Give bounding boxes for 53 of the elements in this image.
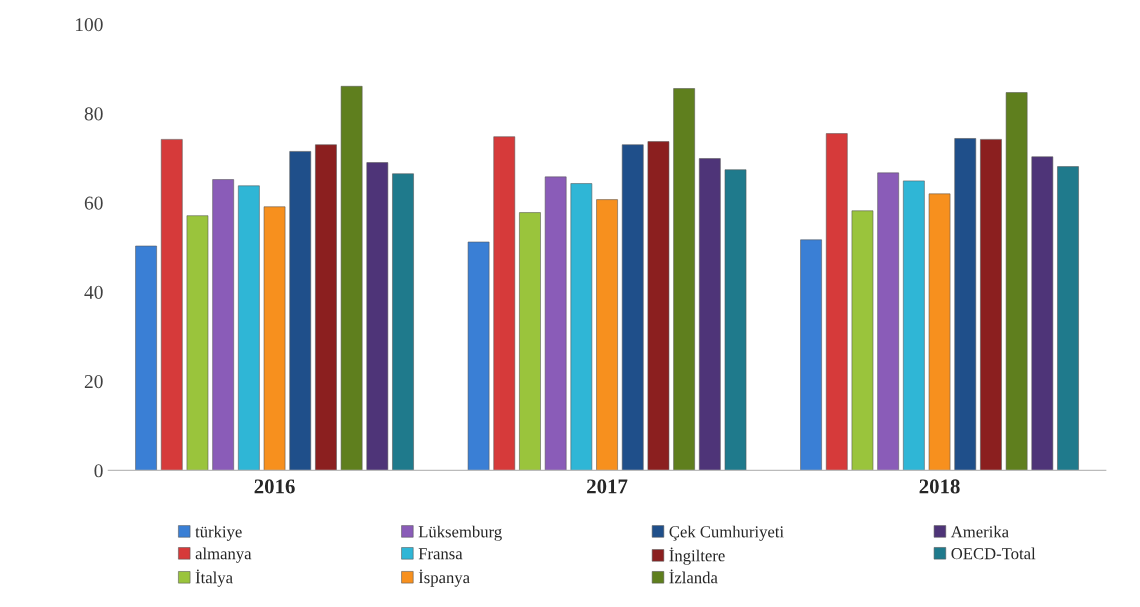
bar — [954, 138, 977, 471]
legend-label: İtalya — [195, 569, 233, 587]
bar — [315, 144, 337, 471]
bar — [289, 151, 312, 471]
bar — [366, 162, 389, 471]
bar — [1031, 156, 1054, 471]
bar — [673, 88, 695, 471]
bar — [519, 212, 541, 471]
bar — [724, 169, 747, 471]
bar — [928, 193, 951, 471]
bar — [467, 241, 490, 471]
bar — [544, 176, 567, 471]
bar — [340, 86, 363, 471]
legend-label: İngiltere — [669, 547, 725, 565]
legend-label: OECD-Total — [951, 547, 1036, 560]
bar — [851, 210, 874, 471]
y-tick-label: 80 — [84, 107, 103, 121]
bar — [647, 141, 670, 471]
legend-label: İspanya — [418, 569, 470, 587]
y-tick-label: 100 — [75, 18, 103, 32]
bar — [621, 144, 644, 471]
y-tick-label: 20 — [84, 375, 103, 389]
y-tick-label: 40 — [84, 285, 103, 299]
bar — [160, 139, 183, 471]
legend-label: türkiye — [195, 525, 242, 541]
legend-label: Amerika — [950, 525, 1009, 538]
legend-label: İzlanda — [669, 569, 718, 584]
y-tick-label: 60 — [84, 196, 103, 210]
legend-label: Lüksemburg — [418, 525, 502, 541]
bar — [877, 172, 899, 471]
bar — [825, 133, 848, 471]
bar — [596, 199, 618, 471]
bar — [263, 206, 286, 471]
legend-label: Çek Cumhuriyeti — [669, 525, 784, 541]
bar — [135, 245, 157, 471]
bar — [570, 183, 593, 471]
legend-label: Fransa — [418, 548, 463, 560]
x-tick-label: 2018 — [919, 479, 960, 494]
bar — [212, 179, 234, 471]
y-tick-label: 0 — [94, 464, 103, 478]
bar — [392, 173, 414, 471]
bar — [903, 180, 925, 471]
bar — [186, 215, 209, 471]
bar — [1057, 166, 1079, 471]
legend-label: almanya — [195, 547, 252, 563]
x-tick-label: 2016 — [254, 479, 295, 494]
bar — [800, 239, 822, 471]
bar — [238, 185, 260, 471]
bar — [1005, 92, 1028, 471]
bar — [493, 136, 516, 471]
x-tick-label: 2017 — [587, 479, 628, 494]
bar — [980, 139, 1002, 471]
bar — [699, 158, 721, 471]
